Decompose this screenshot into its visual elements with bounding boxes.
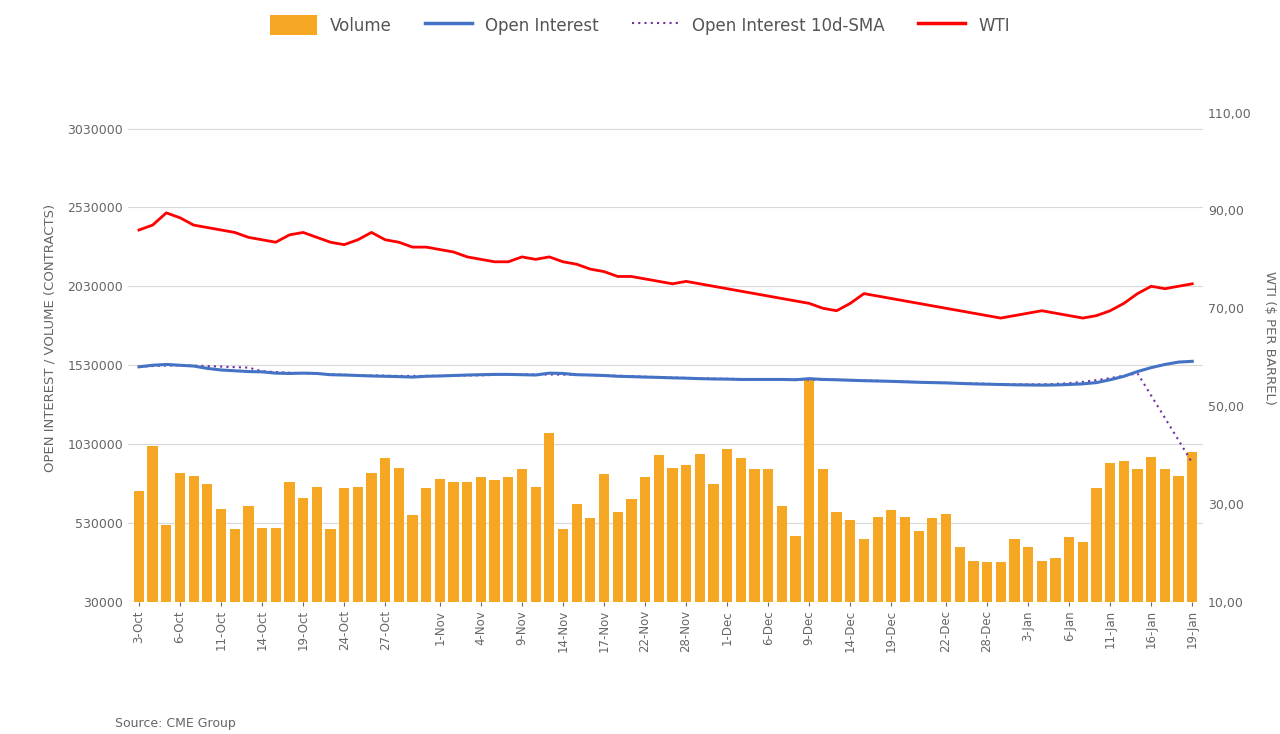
Bar <box>311 487 321 606</box>
Bar <box>585 518 595 606</box>
Text: Source: CME Group: Source: CME Group <box>115 716 236 730</box>
Bar <box>736 458 746 606</box>
Bar <box>257 528 268 606</box>
Bar <box>1133 469 1143 606</box>
Bar <box>1174 476 1184 606</box>
Bar <box>572 504 582 606</box>
Legend: Volume, Open Interest, Open Interest 10d-SMA, WTI: Volume, Open Interest, Open Interest 10d… <box>264 8 1016 42</box>
Bar <box>763 469 773 606</box>
Bar <box>1037 561 1047 606</box>
Bar <box>982 562 992 606</box>
Bar <box>1064 537 1074 606</box>
Bar <box>188 476 198 606</box>
Bar <box>134 492 145 606</box>
Bar <box>558 529 568 606</box>
Bar <box>353 487 364 606</box>
Bar <box>1092 488 1102 606</box>
Bar <box>147 446 157 606</box>
Bar <box>161 525 172 606</box>
Bar <box>667 468 677 606</box>
Bar <box>859 539 869 606</box>
Bar <box>654 455 664 606</box>
Bar <box>1119 462 1129 606</box>
Bar <box>886 510 896 606</box>
Bar <box>695 454 705 606</box>
Bar <box>996 562 1006 606</box>
Bar <box>968 561 978 606</box>
Bar <box>1187 452 1197 606</box>
Bar <box>832 512 842 606</box>
Bar <box>1051 558 1061 606</box>
Bar <box>626 499 636 606</box>
Y-axis label: OPEN INTEREST / VOLUME (CONTRACTS): OPEN INTEREST / VOLUME (CONTRACTS) <box>44 203 56 472</box>
Bar <box>517 469 527 606</box>
Bar <box>243 506 253 606</box>
Bar <box>1078 542 1088 606</box>
Bar <box>791 536 801 606</box>
Bar <box>941 514 951 606</box>
Bar <box>804 378 814 606</box>
Bar <box>421 488 431 606</box>
Bar <box>380 458 390 606</box>
Bar <box>229 529 239 606</box>
Bar <box>845 520 855 606</box>
Bar <box>818 469 828 606</box>
Bar <box>175 473 186 606</box>
Bar <box>394 468 404 606</box>
Bar <box>544 433 554 606</box>
Bar <box>900 517 910 606</box>
Bar <box>749 469 759 606</box>
Bar <box>1010 539 1020 606</box>
Bar <box>1160 469 1170 606</box>
Bar <box>298 498 308 606</box>
Bar <box>202 484 212 606</box>
Bar <box>599 474 609 606</box>
Bar <box>1023 547 1033 606</box>
Bar <box>927 518 937 606</box>
Bar <box>448 482 458 606</box>
Bar <box>914 531 924 606</box>
Bar <box>270 528 280 606</box>
Bar <box>1146 457 1156 606</box>
Bar <box>216 509 227 606</box>
Bar <box>435 479 445 606</box>
Y-axis label: WTI ($ PER BARREL): WTI ($ PER BARREL) <box>1263 271 1276 404</box>
Bar <box>1105 463 1115 606</box>
Bar <box>708 484 718 606</box>
Bar <box>530 487 540 606</box>
Bar <box>722 449 732 606</box>
Bar <box>503 477 513 606</box>
Bar <box>407 515 417 606</box>
Bar <box>339 488 349 606</box>
Bar <box>873 517 883 606</box>
Bar <box>366 473 376 606</box>
Bar <box>462 482 472 606</box>
Bar <box>476 477 486 606</box>
Bar <box>613 512 623 606</box>
Bar <box>777 506 787 606</box>
Bar <box>640 477 650 606</box>
Bar <box>489 481 499 606</box>
Bar <box>681 465 691 606</box>
Bar <box>955 547 965 606</box>
Bar <box>284 482 294 606</box>
Bar <box>325 529 335 606</box>
